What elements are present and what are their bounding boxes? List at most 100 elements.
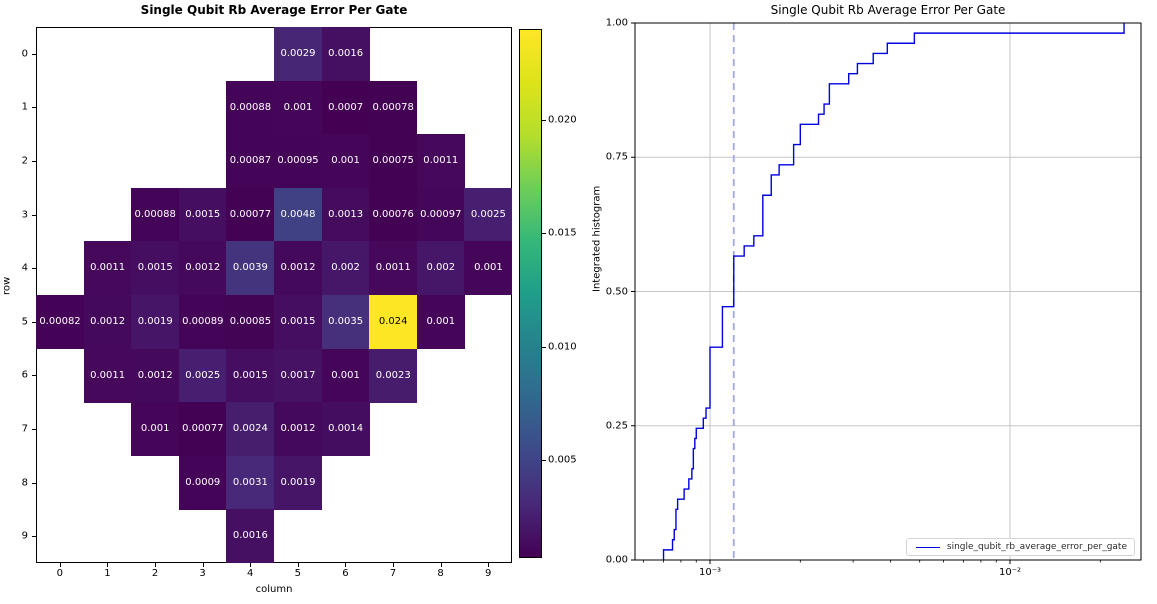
heatmap-x-tick-label: 9	[485, 568, 492, 579]
colorbar-tick-label: 0.010	[548, 341, 577, 353]
heatmap-cell: 0.001	[464, 241, 513, 296]
colorbar-tick-label: 0.015	[548, 227, 577, 239]
heatmap-y-tick-label: 5	[21, 316, 28, 328]
histogram-ylabel: Integrated histogram	[591, 185, 603, 292]
heatmap-cell: 0.0016	[226, 509, 275, 564]
heatmap-cell: 0.001	[321, 134, 370, 189]
heatmap-x-tickmark	[488, 563, 490, 567]
heatmap-x-tickmark	[250, 563, 252, 567]
heatmap-cell: 0.0015	[226, 348, 275, 403]
heatmap-cell: 0.001	[131, 402, 180, 457]
heatmap-y-tick-label: 2	[21, 155, 28, 167]
heatmap-y-tickmark	[32, 375, 36, 377]
heatmap-y-tick-label: 1	[21, 101, 28, 113]
histogram-title: Single Qubit Rb Average Error Per Gate	[770, 3, 1006, 17]
heatmap-cell: 0.0014	[321, 402, 370, 457]
colorbar-tick-label: 0.020	[548, 114, 577, 126]
heatmap-cell: 0.00076	[369, 187, 418, 242]
heatmap-cell: 0.0019	[274, 455, 322, 510]
heatmap-cell: 0.0031	[226, 455, 275, 510]
heatmap-x-tickmark	[107, 563, 109, 567]
heatmap-x-tickmark	[59, 563, 61, 567]
heatmap-x-tick-label: 2	[151, 568, 159, 579]
heatmap-cell: 0.0017	[274, 348, 322, 403]
heatmap-cell: 0.0007	[321, 80, 370, 135]
heatmap-cell: 0.00078	[369, 80, 418, 135]
heatmap-y-tickmark	[32, 107, 36, 109]
heatmap-cell: 0.001	[416, 295, 465, 349]
heatmap-x-tick-label: 8	[437, 568, 444, 579]
heatmap-cell: 0.00087	[226, 134, 275, 189]
heatmap-x-tick-label: 1	[104, 568, 111, 579]
histogram-x-tick-label: 10⁻³	[698, 567, 722, 578]
heatmap-x-tick-label: 7	[389, 568, 397, 579]
heatmap-x-tickmark	[393, 563, 394, 567]
heatmap-cell: 0.0011	[83, 348, 132, 403]
heatmap-cell: 0.001	[274, 80, 322, 135]
heatmap-cell: 0.0025	[178, 348, 227, 403]
heatmap-cell: 0.0029	[274, 27, 322, 81]
heatmap-y-tick-label: 8	[21, 477, 28, 489]
histogram-y-tick-label: 1.00	[605, 17, 628, 29]
heatmap-x-tickmark	[345, 563, 347, 567]
heatmap-cell-layer: 0.0029 0.0016 0.00088 0.001 0.0007 0.00078 0.0…	[36, 27, 513, 564]
heatmap-cell: 0.0013	[321, 187, 370, 242]
heatmap-x-tickmark	[155, 563, 156, 567]
heatmap-y-tick-label: 6	[21, 369, 28, 381]
heatmap-cell: 0.0012	[274, 402, 322, 457]
histogram-x-tick-label: 10⁻²	[998, 567, 1022, 578]
heatmap-y-tickmark	[32, 214, 36, 216]
heatmap-x-tickmark	[297, 563, 299, 567]
heatmap-x-tick-label: 3	[199, 568, 206, 579]
heatmap-x-tick-label: 0	[56, 568, 63, 579]
heatmap-cell: 0.0012	[178, 241, 227, 296]
heatmap-cell: 0.0009	[178, 455, 227, 510]
heatmap-x-tickmark	[440, 563, 442, 567]
heatmap-cell: 0.00082	[36, 295, 84, 349]
heatmap-cell: 0.002	[416, 241, 465, 296]
heatmap-cell: 0.0012	[83, 295, 132, 349]
colorbar-tickmark	[542, 233, 546, 235]
heatmap-cell: 0.0039	[226, 241, 275, 296]
heatmap-y-tickmark	[32, 429, 36, 430]
heatmap-cell: 0.0015	[131, 241, 180, 296]
heatmap-cell: 0.00097	[416, 187, 465, 242]
colorbar	[519, 29, 542, 558]
heatmap-cell: 0.00095	[274, 134, 322, 189]
heatmap-cell: 0.0035	[321, 295, 370, 349]
colorbar-tickmark	[542, 346, 546, 348]
heatmap-cell: 0.00077	[178, 402, 227, 457]
heatmap-y-tickmark	[32, 482, 36, 484]
heatmap-x-tickmark	[202, 563, 204, 567]
heatmap-cell: 0.0023	[369, 348, 418, 403]
heatmap-y-tick-label: 3	[21, 209, 28, 221]
heatmap-cell: 0.0019	[131, 295, 180, 349]
heatmap-cell: 0.024	[369, 295, 418, 349]
heatmap-y-tickmark	[32, 268, 36, 270]
heatmap-cell: 0.00077	[226, 187, 275, 242]
heatmap-cell: 0.00075	[369, 134, 418, 189]
heatmap-y-tick-label: 4	[21, 262, 28, 274]
heatmap-cell: 0.002	[321, 241, 370, 296]
heatmap-cell: 0.00085	[226, 295, 275, 349]
heatmap-title: Single Qubit Rb Average Error Per Gate	[140, 3, 408, 17]
legend: single_qubit_rb_average_error_per_gate	[905, 538, 1135, 556]
heatmap-cell: 0.0012	[131, 348, 180, 403]
heatmap-y-tickmark	[32, 321, 36, 323]
heatmap-xlabel: column	[255, 584, 293, 595]
histogram-y-tick-label: 0.75	[605, 151, 628, 163]
colorbar-tick-label: 0.005	[548, 454, 577, 466]
legend-label: single_qubit_rb_average_error_per_gate	[946, 542, 1127, 552]
colorbar-tickmark	[542, 460, 546, 462]
colorbar-tickmark	[542, 119, 546, 121]
heatmap-y-tickmark	[32, 536, 36, 538]
heatmap-x-tick-label: 5	[294, 568, 301, 579]
heatmap-cell: 0.0048	[274, 187, 322, 242]
heatmap-x-tick-label: 4	[247, 568, 254, 579]
heatmap-cell: 0.00088	[226, 80, 275, 135]
heatmap-cell: 0.0012	[274, 241, 322, 296]
heatmap-y-tick-label: 7	[21, 423, 28, 435]
heatmap-cell: 0.0011	[83, 241, 132, 296]
heatmap-cell: 0.0025	[464, 187, 513, 242]
